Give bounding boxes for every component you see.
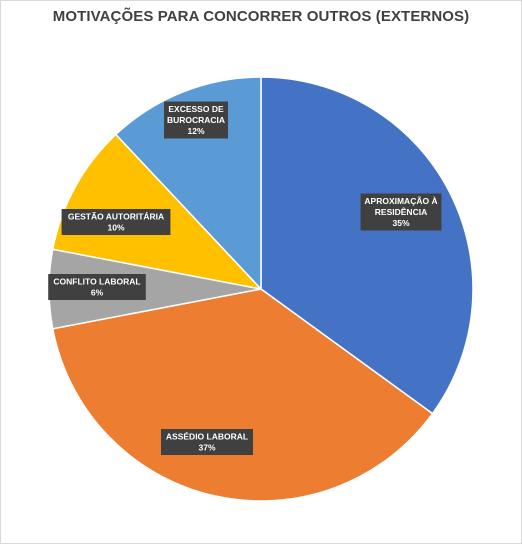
data-label-value: 35%: [392, 218, 409, 228]
data-label-value: 12%: [187, 126, 204, 136]
data-label-box: [61, 209, 171, 235]
data-label-box: [48, 274, 146, 300]
data-label-category: ASSÉDIO LABORAL: [166, 432, 248, 442]
data-label-value: 37%: [198, 443, 215, 453]
data-label-category: GESTÃO AUTORITÁRIA: [68, 212, 164, 222]
data-label-box: [360, 193, 442, 231]
chart-title: MOTIVAÇÕES PARA CONCORRER OUTROS (EXTERN…: [52, 8, 470, 25]
data-label-category: RESIDÊNCIA: [375, 206, 427, 217]
data-label-box: [164, 101, 228, 139]
pie-slice-0: [260, 76, 474, 415]
data-label-category: EXCESSO DE: [168, 104, 224, 114]
pie-slice-1: [51, 288, 434, 502]
data-label-box: [161, 429, 253, 455]
data-label-category: BUROCRACIA: [167, 115, 225, 125]
data-label-category: APROXIMAÇÃO À: [364, 196, 437, 206]
data-label-value: 10%: [107, 223, 124, 233]
data-label-value: 6%: [91, 288, 104, 298]
data-label-category: CONFLITO LABORAL: [53, 277, 140, 287]
